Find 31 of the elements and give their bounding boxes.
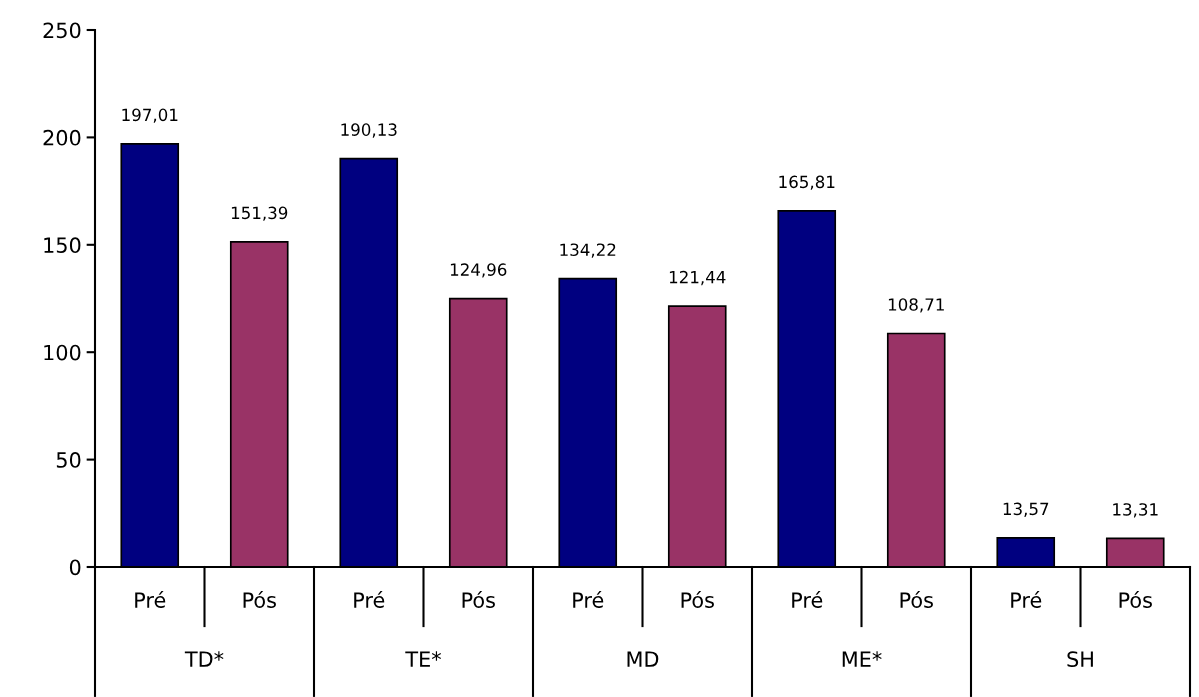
y-tick-label: 100 [44,344,81,361]
data-label: 197,01 [122,108,178,123]
data-label: 165,81 [779,175,835,190]
data-label: 13,57 [1003,502,1049,517]
data-label: 121,44 [669,270,726,286]
y-tick-label: 0 [69,559,81,576]
data-label: 134,22 [560,243,616,258]
x-tick-label: TE* [405,651,442,667]
data-label: 151,39 [231,206,288,221]
text: Pré [1011,590,1042,608]
series-label: Pré [135,590,166,608]
data-label: 124,96 [450,263,507,278]
text: Pós [462,590,495,608]
series-label: Pós [243,590,276,608]
text: Pré [792,590,823,608]
data-label: 190,13 [341,123,397,138]
text: Pós [681,590,714,608]
text: Pós [1119,590,1152,608]
y-tick-label: 50 [56,452,81,468]
text: Pré [573,590,604,608]
x-tick-label: TD* [184,651,224,667]
y-tick-label: 250 [43,22,81,39]
text: Pré [354,590,385,608]
x-tick-label: MD [627,651,659,667]
text: Pós [900,590,933,608]
data-label: 108,71 [888,298,944,313]
x-tick-label: SH [1067,651,1093,668]
y-tick-label: 150 [44,237,81,254]
x-tick-label: ME* [842,651,882,667]
data-label: 13,31 [1113,503,1158,518]
y-tick-label: 200 [43,129,81,146]
